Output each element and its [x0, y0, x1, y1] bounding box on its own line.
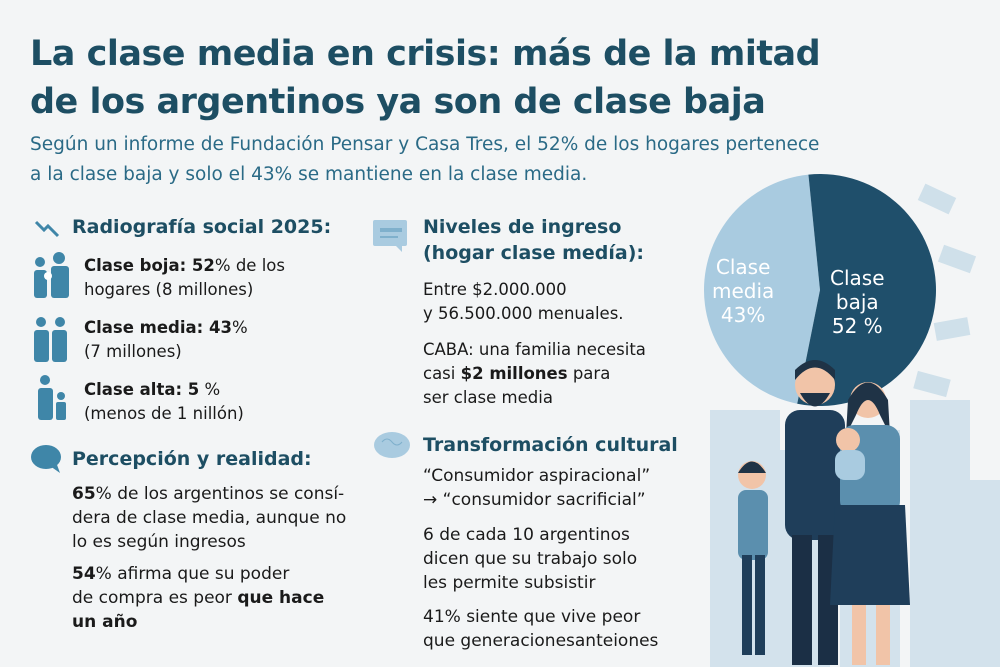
title-line: La clase media en crisis: más de la mita… — [30, 34, 821, 74]
person-icon — [38, 375, 66, 420]
family-illustration — [738, 360, 910, 665]
brain-icon — [374, 432, 410, 458]
pie-slice-clase-baja — [797, 174, 936, 406]
subtitle: Según un informe de Fundación Pensar y C… — [30, 130, 900, 190]
pie-slice-clase-media — [704, 174, 820, 404]
percepcion-heading: Percepción y realidad: — [72, 448, 312, 470]
trend-down-icon — [34, 220, 60, 238]
clase-alta-stat: Clase alta: 5 % (menos de 1 nillón) — [84, 380, 244, 423]
radiografia-heading: Radiografía social 2025: — [72, 216, 332, 238]
percepcion-stat-1: 65% de los argentinos se consí-dera de c… — [72, 484, 347, 552]
pie-label-baja: Clase baja 52 % — [830, 266, 885, 338]
cultural-heading: Transformación cultural — [423, 434, 678, 456]
cultural-stat-3: 41% siente que vive peor que generaciones… — [423, 607, 659, 651]
pie-chart — [704, 174, 936, 406]
percepcion-stat-2: 54% afirma que su poder de compra es peor… — [72, 564, 325, 632]
speech-bubble-icon — [31, 445, 61, 473]
cultural-stat-2: 6 de cada 10 argentinos dicen que su trab… — [423, 525, 638, 593]
cultural-stat-1: “Consumidor aspiracional” → “consumidor s… — [423, 466, 651, 510]
banknote-icon — [913, 183, 977, 398]
subtitle-line: a la clase baja y solo el 43% se mantien… — [30, 164, 588, 185]
clase-media-stat: Clase media: 43% (7 millones) — [84, 318, 248, 361]
clase-baja-stat: Clase boja: 52% de los hogares (8 millone… — [84, 256, 285, 299]
page-title: La clase media en crisis: más de la mita… — [30, 30, 850, 126]
ingreso-range: Entre $2.000.000 y 56.500.000 menuales. — [423, 280, 624, 323]
pie-label-media: Clase media 43% — [712, 255, 775, 327]
ingreso-caba: CABA: una familia necesita casi $2 millon… — [423, 340, 646, 407]
couple-icon — [34, 317, 67, 362]
ingreso-heading: Niveles de ingreso (hogar clase medía): — [423, 216, 644, 264]
subtitle-line: Según un informe de Fundación Pensar y C… — [30, 134, 820, 155]
title-line: de los argentinos ya son de clase baja — [30, 82, 766, 122]
family-icon — [34, 252, 69, 298]
payslip-icon — [373, 220, 407, 252]
